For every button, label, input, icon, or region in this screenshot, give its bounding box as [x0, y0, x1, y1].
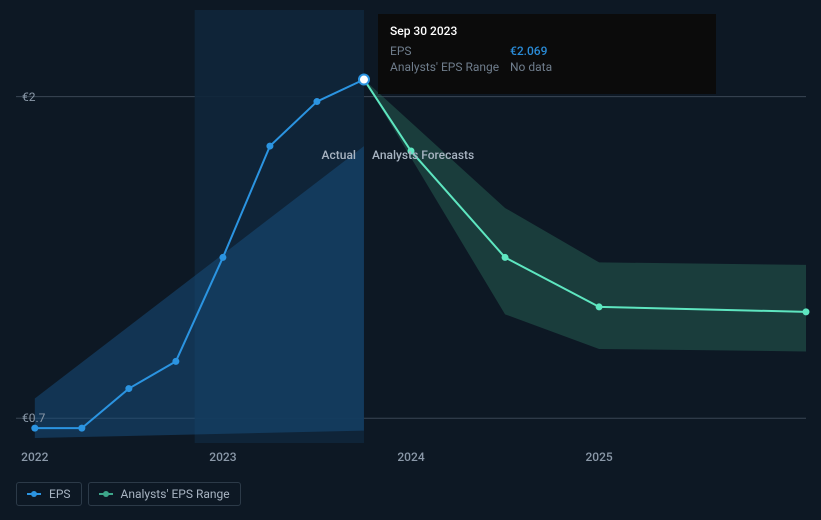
- legend-swatch-icon: [99, 489, 113, 499]
- x-axis-label: 2022: [21, 450, 48, 464]
- eps-chart: €0.7 €2 2022 2023 2024 2025 Actual Analy…: [0, 0, 821, 520]
- forecast-label: Analysts Forecasts: [372, 148, 474, 162]
- x-axis-label: 2023: [209, 450, 236, 464]
- tooltip-date: Sep 30 2023: [390, 24, 704, 38]
- tooltip-value-accent: €2.069: [510, 44, 547, 58]
- legend-label: EPS: [49, 487, 71, 501]
- tooltip-key: Analysts' EPS Range: [390, 60, 510, 74]
- legend-swatch-icon: [27, 489, 41, 499]
- legend-item-analysts-range[interactable]: Analysts' EPS Range: [88, 482, 241, 506]
- tooltip-value: No data: [510, 60, 552, 74]
- y-axis-label: €0.7: [22, 411, 45, 425]
- chart-legend: EPS Analysts' EPS Range: [16, 482, 241, 506]
- legend-label: Analysts' EPS Range: [121, 487, 230, 501]
- legend-item-eps[interactable]: EPS: [16, 482, 82, 506]
- actual-label: Actual: [322, 148, 356, 162]
- x-axis-label: 2024: [397, 450, 424, 464]
- chart-tooltip: Sep 30 2023 EPS €2.069 Analysts' EPS Ran…: [378, 14, 716, 94]
- x-axis-label: 2025: [585, 450, 612, 464]
- y-axis-label: €2: [22, 90, 36, 104]
- tooltip-key: EPS: [390, 44, 510, 58]
